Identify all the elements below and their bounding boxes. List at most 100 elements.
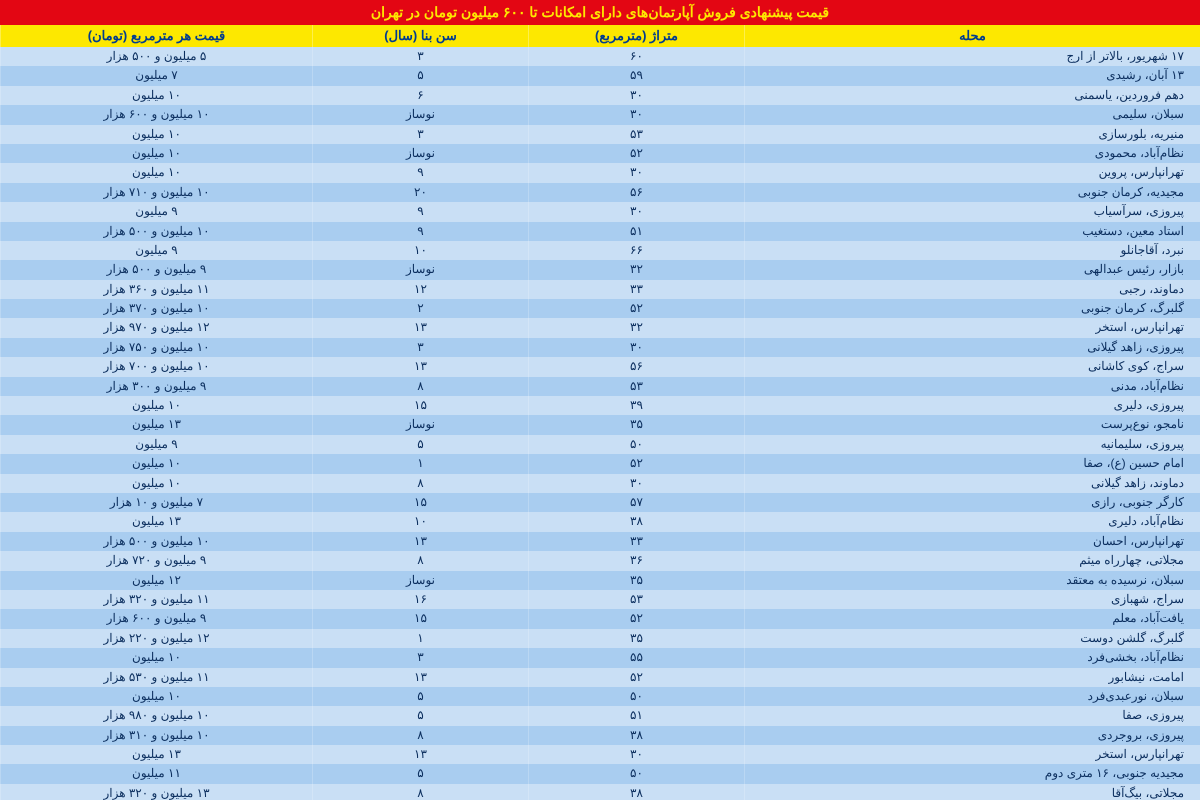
cell-age: ۶: [312, 86, 528, 105]
cell-area: ۵۷: [528, 493, 744, 512]
cell-price: ۱۱ میلیون و ۳۶۰ هزار: [0, 280, 312, 299]
cell-area: ۳۸: [528, 512, 744, 531]
cell-price: ۱۰ میلیون و ۹۸۰ هزار: [0, 706, 312, 725]
table-row: نظام‌آباد، دلیری۳۸۱۰۱۳ میلیون: [0, 512, 1200, 531]
cell-age: ۳: [312, 125, 528, 144]
cell-age: ۹: [312, 222, 528, 241]
cell-age: ۱۰: [312, 241, 528, 260]
cell-price: ۱۰ میلیون و ۵۰۰ هزار: [0, 532, 312, 551]
cell-neighborhood: نظام‌آباد، محمودی: [744, 144, 1200, 163]
cell-neighborhood: پیروزی، سلیمانیه: [744, 435, 1200, 454]
cell-neighborhood: استاد معین، دستغیب: [744, 222, 1200, 241]
cell-price: ۱۰ میلیون: [0, 125, 312, 144]
table-row: تهرانپارس، استخر۳۲۱۳۱۲ میلیون و ۹۷۰ هزار: [0, 318, 1200, 337]
cell-area: ۳۹: [528, 396, 744, 415]
cell-price: ۹ میلیون و ۷۲۰ هزار: [0, 551, 312, 570]
cell-age: ۳: [312, 338, 528, 357]
table-row: مجلاتی، بیگ‌آقا۳۸۸۱۳ میلیون و ۳۲۰ هزار: [0, 784, 1200, 800]
cell-price: ۱۰ میلیون: [0, 86, 312, 105]
cell-neighborhood: سراج، شهبازی: [744, 590, 1200, 609]
cell-age: ۱۳: [312, 745, 528, 764]
cell-price: ۱۰ میلیون و ۷۵۰ هزار: [0, 338, 312, 357]
cell-price: ۱۰ میلیون: [0, 687, 312, 706]
cell-area: ۵۲: [528, 299, 744, 318]
header-price: قیمت هر مترمربع (تومان): [0, 25, 312, 47]
cell-area: ۳۰: [528, 202, 744, 221]
cell-area: ۵۱: [528, 222, 744, 241]
cell-age: ۸: [312, 551, 528, 570]
cell-neighborhood: پیروزی، دلیری: [744, 396, 1200, 415]
cell-age: ۱۳: [312, 357, 528, 376]
cell-neighborhood: تهرانپارس، احسان: [744, 532, 1200, 551]
cell-age: ۱۰: [312, 512, 528, 531]
cell-age: ۱۳: [312, 668, 528, 687]
cell-price: ۷ میلیون: [0, 66, 312, 85]
cell-area: ۳۰: [528, 86, 744, 105]
cell-area: ۵۳: [528, 377, 744, 396]
cell-neighborhood: سراج، کوی کاشانی: [744, 357, 1200, 376]
cell-price: ۱۰ میلیون و ۷۱۰ هزار: [0, 183, 312, 202]
table-row: پیروزی، سلیمانیه۵۰۵۹ میلیون: [0, 435, 1200, 454]
table-row: مجیدیه جنوبی، ۱۶ متری دوم۵۰۵۱۱ میلیون: [0, 764, 1200, 783]
cell-neighborhood: پیروزی، بروجردی: [744, 726, 1200, 745]
cell-neighborhood: گلبرگ، گلشن دوست: [744, 629, 1200, 648]
cell-neighborhood: امامت، نیشابور: [744, 668, 1200, 687]
cell-neighborhood: دماوند، رجبی: [744, 280, 1200, 299]
cell-price: ۱۰ میلیون: [0, 474, 312, 493]
cell-neighborhood: کارگر جنوبی، رازی: [744, 493, 1200, 512]
cell-price: ۱۳ میلیون: [0, 512, 312, 531]
cell-price: ۱۲ میلیون و ۲۲۰ هزار: [0, 629, 312, 648]
table-row: پیروزی، سرآسیاب۳۰۹۹ میلیون: [0, 202, 1200, 221]
header-age: سن بنا (سال): [312, 25, 528, 47]
cell-area: ۳۲: [528, 260, 744, 279]
cell-neighborhood: سبلان، سلیمی: [744, 105, 1200, 124]
cell-age: ۸: [312, 784, 528, 800]
cell-neighborhood: تهرانپارس، پروین: [744, 163, 1200, 182]
cell-age: ۹: [312, 202, 528, 221]
cell-price: ۱۱ میلیون: [0, 764, 312, 783]
table-row: پیروزی، دلیری۳۹۱۵۱۰ میلیون: [0, 396, 1200, 415]
cell-price: ۱۰ میلیون و ۷۰۰ هزار: [0, 357, 312, 376]
table-row: یافت‌آباد، معلم۵۲۱۵۹ میلیون و ۶۰۰ هزار: [0, 609, 1200, 628]
cell-age: ۱۵: [312, 396, 528, 415]
cell-age: ۹: [312, 163, 528, 182]
table-row: ۱۷ شهریور، بالاتر از ارج۶۰۳۵ میلیون و ۵۰…: [0, 47, 1200, 66]
table-row: تهرانپارس، پروین۳۰۹۱۰ میلیون: [0, 163, 1200, 182]
cell-neighborhood: نظام‌آباد، بخشی‌فرد: [744, 648, 1200, 667]
cell-neighborhood: نامجو، نوع‌پرست: [744, 415, 1200, 434]
cell-age: ۱: [312, 629, 528, 648]
cell-price: ۱۰ میلیون و ۳۱۰ هزار: [0, 726, 312, 745]
table-row: سراج، کوی کاشانی۵۶۱۳۱۰ میلیون و ۷۰۰ هزار: [0, 357, 1200, 376]
cell-neighborhood: پیروزی، سرآسیاب: [744, 202, 1200, 221]
cell-area: ۵۳: [528, 125, 744, 144]
table-row: نظام‌آباد، بخشی‌فرد۵۵۳۱۰ میلیون: [0, 648, 1200, 667]
cell-age: ۱۶: [312, 590, 528, 609]
cell-area: ۵۲: [528, 454, 744, 473]
table-row: دهم فروردین، یاسمنی۳۰۶۱۰ میلیون: [0, 86, 1200, 105]
cell-area: ۵۱: [528, 706, 744, 725]
cell-area: ۳۲: [528, 318, 744, 337]
cell-age: ۵: [312, 435, 528, 454]
cell-area: ۵۰: [528, 687, 744, 706]
cell-age: نوساز: [312, 144, 528, 163]
cell-age: ۲: [312, 299, 528, 318]
cell-age: ۵: [312, 706, 528, 725]
cell-neighborhood: یافت‌آباد، معلم: [744, 609, 1200, 628]
cell-price: ۱۲ میلیون: [0, 571, 312, 590]
cell-area: ۳۰: [528, 338, 744, 357]
cell-area: ۵۹: [528, 66, 744, 85]
cell-age: ۱۲: [312, 280, 528, 299]
cell-age: ۱: [312, 454, 528, 473]
cell-area: ۵۲: [528, 144, 744, 163]
cell-price: ۱۲ میلیون و ۹۷۰ هزار: [0, 318, 312, 337]
table-row: کارگر جنوبی، رازی۵۷۱۵۷ میلیون و ۱۰ هزار: [0, 493, 1200, 512]
cell-neighborhood: مجیدیه جنوبی، ۱۶ متری دوم: [744, 764, 1200, 783]
cell-age: ۱۳: [312, 532, 528, 551]
table-row: تهرانپارس، احسان۳۳۱۳۱۰ میلیون و ۵۰۰ هزار: [0, 532, 1200, 551]
table-row: تهرانپارس، استخر۳۰۱۳۱۳ میلیون: [0, 745, 1200, 764]
header-neighborhood: محله: [744, 25, 1200, 47]
table-row: استاد معین، دستغیب۵۱۹۱۰ میلیون و ۵۰۰ هزا…: [0, 222, 1200, 241]
cell-area: ۵۰: [528, 764, 744, 783]
cell-area: ۶۰: [528, 47, 744, 66]
cell-area: ۳۵: [528, 415, 744, 434]
